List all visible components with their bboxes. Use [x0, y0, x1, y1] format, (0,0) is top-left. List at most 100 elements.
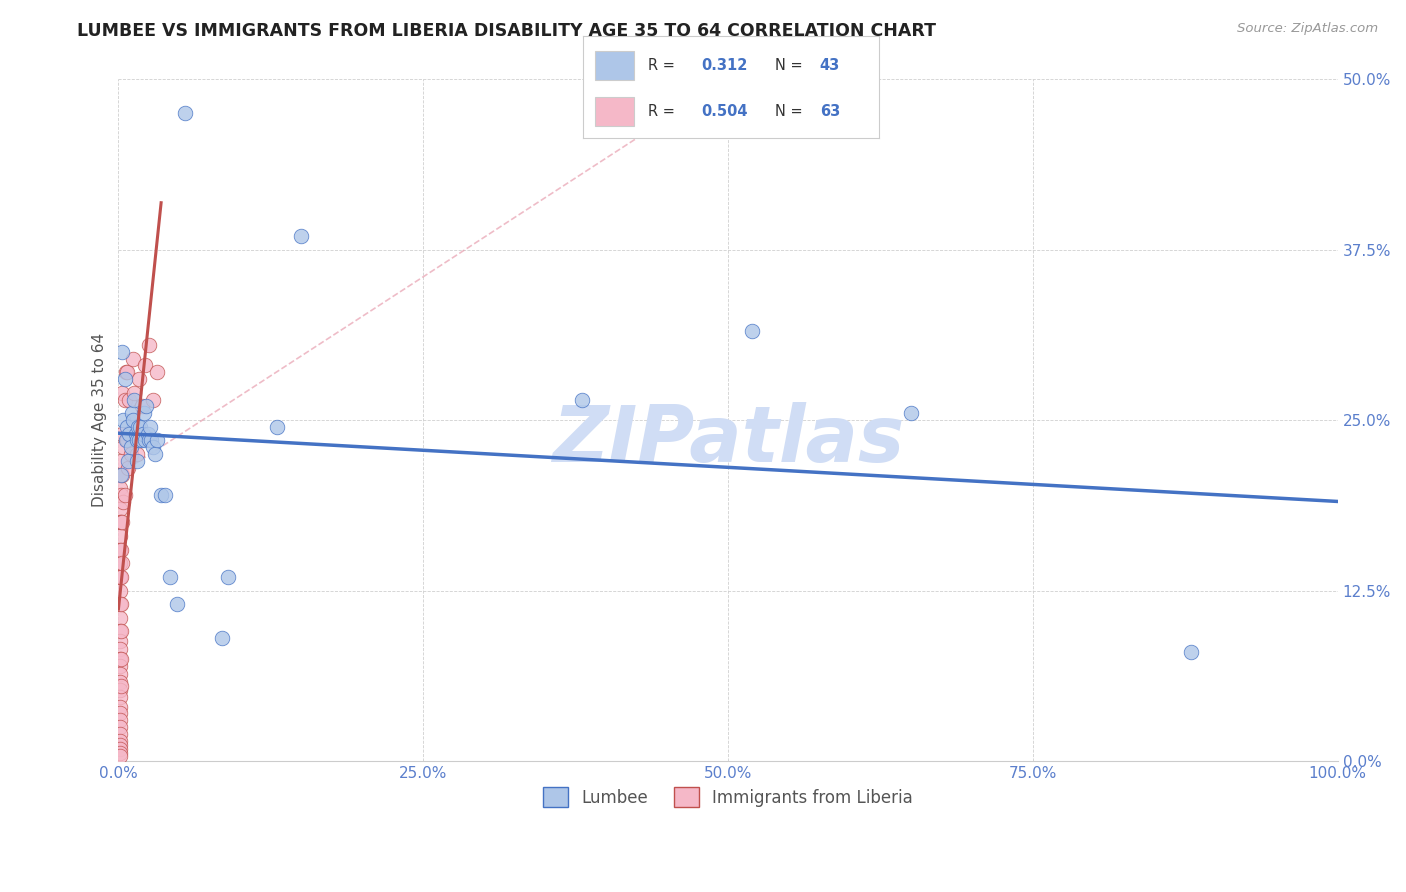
Point [108, 611, 131, 625]
Text: LUMBEE VS IMMIGRANTS FROM LIBERIA DISABILITY AGE 35 TO 64 CORRELATION CHART: LUMBEE VS IMMIGRANTS FROM LIBERIA DISABI… [77, 22, 936, 40]
Point [128, 372, 150, 386]
Point [108, 642, 131, 657]
Point [108, 746, 131, 760]
Point [108, 624, 131, 639]
Point [125, 447, 148, 461]
Point [136, 426, 159, 441]
Point [142, 392, 165, 407]
Point [131, 400, 153, 414]
Point [134, 434, 156, 448]
Point [127, 420, 149, 434]
Point [211, 632, 233, 646]
Point [124, 385, 146, 400]
Point [111, 426, 134, 441]
Point [108, 597, 131, 611]
Text: 63: 63 [820, 104, 839, 120]
Point [108, 720, 131, 734]
Point [112, 440, 135, 454]
Point [138, 434, 160, 448]
Point [108, 675, 131, 690]
Point [110, 597, 132, 611]
Point [741, 324, 763, 338]
Text: Source: ZipAtlas.com: Source: ZipAtlas.com [1237, 22, 1378, 36]
Point [108, 583, 131, 598]
Point [108, 658, 131, 673]
Point [115, 420, 138, 434]
Point [129, 420, 152, 434]
Point [108, 713, 131, 727]
Point [139, 420, 162, 434]
Legend: Lumbee, Immigrants from Liberia: Lumbee, Immigrants from Liberia [537, 780, 920, 814]
Point [108, 683, 131, 698]
Point [135, 400, 157, 414]
Point [134, 359, 156, 373]
Point [111, 344, 134, 359]
Point [112, 413, 135, 427]
Point [114, 392, 136, 407]
Point [290, 228, 312, 243]
Point [108, 556, 131, 570]
Point [108, 481, 131, 495]
Point [146, 434, 169, 448]
Point [217, 570, 239, 584]
Point [571, 392, 593, 407]
Point [117, 454, 139, 468]
Text: ZIPatlas: ZIPatlas [553, 402, 904, 478]
Point [124, 426, 146, 441]
Point [108, 727, 131, 741]
Point [108, 634, 131, 648]
Point [900, 406, 922, 420]
Point [108, 699, 131, 714]
Point [108, 467, 131, 482]
Point [110, 488, 132, 502]
Point [110, 624, 132, 639]
Point [132, 406, 155, 420]
Point [114, 488, 136, 502]
Point [108, 706, 131, 721]
Point [142, 440, 165, 454]
Text: 43: 43 [820, 58, 839, 73]
Bar [595, 51, 634, 79]
Point [115, 365, 138, 379]
Point [174, 106, 197, 120]
Text: 0.312: 0.312 [702, 58, 748, 73]
Point [108, 741, 131, 756]
Point [108, 501, 131, 516]
Point [108, 733, 131, 747]
Point [115, 434, 138, 448]
Point [108, 542, 131, 557]
Point [108, 748, 131, 763]
Point [114, 434, 136, 448]
Point [1180, 645, 1202, 659]
Point [111, 467, 134, 482]
Point [120, 440, 142, 454]
Text: 0.504: 0.504 [702, 104, 748, 120]
Y-axis label: Disability Age 35 to 64: Disability Age 35 to 64 [93, 333, 107, 507]
Point [108, 690, 131, 704]
Point [110, 570, 132, 584]
Text: N =: N = [776, 104, 807, 120]
Point [131, 434, 153, 448]
Point [114, 365, 136, 379]
Point [153, 488, 176, 502]
Point [111, 516, 134, 530]
Point [118, 426, 141, 441]
Point [108, 738, 131, 752]
Point [110, 652, 132, 666]
Point [141, 434, 163, 448]
Text: N =: N = [776, 58, 807, 73]
Point [108, 529, 131, 543]
Point [108, 570, 131, 584]
Point [117, 460, 139, 475]
Point [266, 420, 288, 434]
Point [108, 666, 131, 681]
Point [132, 426, 155, 441]
Point [146, 365, 169, 379]
Point [125, 454, 148, 468]
Point [150, 488, 173, 502]
Point [114, 372, 136, 386]
Text: R =: R = [648, 58, 681, 73]
Point [122, 351, 145, 366]
Text: R =: R = [648, 104, 681, 120]
Point [138, 338, 160, 352]
